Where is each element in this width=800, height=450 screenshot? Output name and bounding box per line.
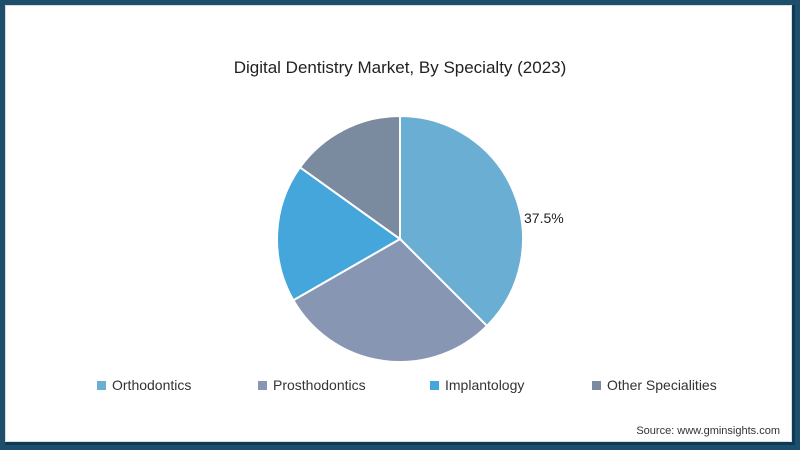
- chart-title: Digital Dentistry Market, By Specialty (…: [233, 58, 567, 77]
- legend-item-other-specialities: Other Specialities: [592, 377, 717, 393]
- pie-slice-other-specialities: [298, 114, 401, 241]
- pie-slice-orthodontics: [399, 114, 524, 328]
- pie-slices: [276, 114, 524, 363]
- legend: Orthodontics Prosthodontics Implantology…: [0, 377, 800, 397]
- legend-label: Other Specialities: [607, 377, 717, 393]
- legend-label: Orthodontics: [112, 377, 192, 393]
- legend-item-implantology: Implantology: [430, 377, 524, 393]
- legend-swatch-icon: [430, 380, 439, 390]
- legend-item-prosthodontics: Prosthodontics: [258, 377, 366, 393]
- pie-slice-prosthodontics: [291, 237, 489, 363]
- legend-label: Prosthodontics: [273, 377, 366, 393]
- source-note: Source: www.gminsights.com: [636, 425, 780, 437]
- legend-swatch-icon: [592, 380, 601, 390]
- data-label-orthodontics: 37.5%: [524, 210, 564, 226]
- legend-swatch-icon: [258, 380, 267, 390]
- legend-swatch-icon: [97, 380, 106, 390]
- legend-item-orthodontics: Orthodontics: [97, 377, 191, 393]
- legend-label: Implantology: [445, 377, 525, 393]
- pie-slice-implantology: [276, 165, 402, 302]
